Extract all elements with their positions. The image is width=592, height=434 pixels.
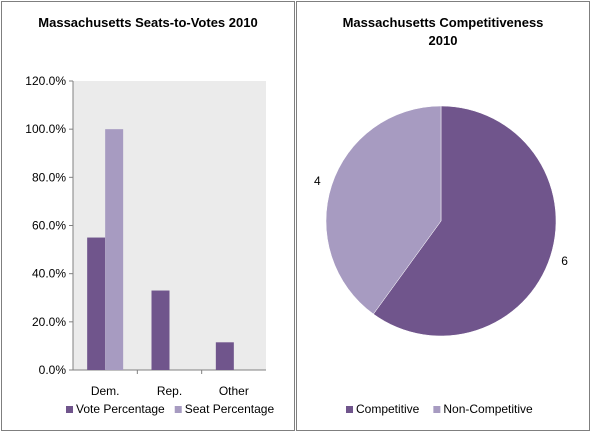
bar-vote-percentage [87, 237, 106, 370]
legend-label: Non-Competitive [443, 402, 533, 416]
bar-seat-percentage [105, 129, 124, 370]
seats-to-votes-panel: Massachusetts Seats-to-Votes 2010 0.0% 20… [1, 1, 295, 431]
bar-vote-percentage [151, 290, 170, 370]
x-tick-label: Dem. [91, 384, 120, 398]
x-tick-label: Rep. [157, 384, 182, 398]
legend-swatch [346, 406, 353, 413]
pie-chart-title-line2: 2010 [428, 33, 458, 48]
legend-label: Seat Percentage [185, 402, 275, 416]
legend-label: Vote Percentage [76, 402, 165, 416]
competitiveness-panel: Massachusetts Competitiveness 2010 6 4 Com… [296, 1, 590, 431]
bar-chart-title: Massachusetts Seats-to-Votes 2010 [38, 15, 258, 30]
pie-slice-competitive [373, 105, 557, 337]
legend-swatch [66, 406, 73, 413]
y-tick-label: 120.0% [25, 74, 66, 88]
legend-swatch [433, 406, 441, 413]
legend-swatch [174, 406, 182, 413]
y-tick-label: 40.0% [32, 267, 66, 281]
bar-vote-percentage [215, 342, 234, 370]
y-tick-label: 20.0% [32, 315, 66, 329]
y-tick-label: 0.0% [39, 363, 67, 377]
x-tick-label: Other [219, 384, 249, 398]
bar-chart: 0.0% 20.0% 40.0% 60.0% 80.0% 100.0% 120.0% Dem.… [25, 74, 275, 416]
pie-chart: 6 4 Competitive Non-Competitive [314, 105, 568, 416]
y-tick-label: 80.0% [32, 170, 66, 184]
pie-slice-non-competitive [325, 105, 442, 315]
pie-data-label: 4 [314, 174, 321, 188]
y-tick-label: 100.0% [25, 122, 66, 136]
legend-label: Competitive [356, 402, 420, 416]
pie-chart-title-line1: Massachusetts Competitiveness [342, 15, 544, 30]
y-tick-label: 60.0% [32, 219, 66, 233]
pie-data-label: 6 [561, 254, 568, 268]
